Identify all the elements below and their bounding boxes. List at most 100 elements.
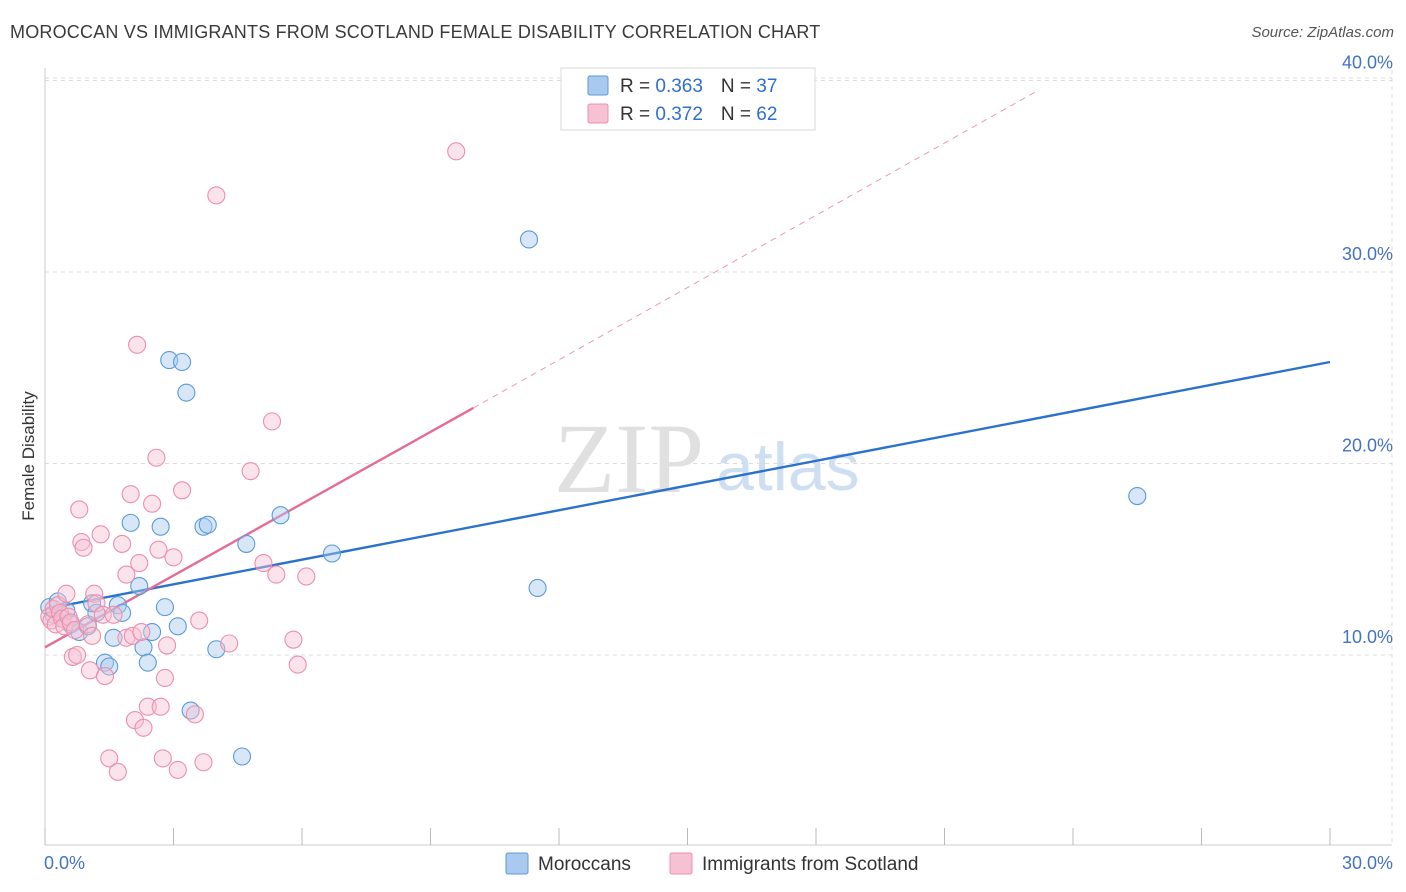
y-tick-label: 20.0% [1342,436,1393,456]
watermark: ZIP atlas [554,403,860,514]
point-scotland [151,697,170,716]
legend-n-value-1: 37 [756,76,777,97]
point-moroccans [168,617,187,636]
axes [44,68,1392,846]
point-scotland [207,186,226,205]
point-moroccans [1128,487,1147,506]
point-scotland [70,500,89,519]
point-scotland [74,538,93,557]
legend-r-value-2: 0.372 [655,104,703,125]
point-scotland [262,412,282,431]
legend-swatch-moroccans [587,75,609,96]
point-scotland [284,630,303,649]
point-scotland [254,554,273,573]
point-scotland [267,565,286,584]
point-scotland [149,540,168,559]
point-scotland [164,548,183,567]
point-scotland [155,668,174,688]
x-tick-label-max: 30.0% [1342,853,1393,873]
point-moroccans [138,653,157,672]
point-scotland [57,584,76,603]
y-tick-labels: 10.0% 20.0% 30.0% 40.0% [1342,53,1393,648]
point-scotland [241,462,260,481]
legend-r-label-2: R = [620,104,655,125]
y-tick-label: 40.0% [1342,53,1393,73]
point-scotland [297,567,316,586]
point-moroccans [322,544,342,563]
point-scotland [134,718,153,737]
point-moroccans [151,517,170,536]
point-scotland [123,626,142,645]
point-scotland [108,762,127,781]
point-scotland [220,634,239,653]
chart-title: MOROCCAN VS IMMIGRANTS FROM SCOTLAND FEM… [10,22,821,42]
point-moroccans [177,383,196,402]
point-moroccans [104,628,123,647]
legend-n-value-2: 62 [756,104,777,125]
point-scotland [194,753,213,772]
trend-line-moroccans [44,360,1331,611]
point-scotland [130,554,149,573]
point-scotland [138,697,157,716]
point-scotland [91,525,110,544]
point-scotland [447,142,466,161]
point-moroccans [232,747,252,766]
bottom-legend-swatch-moroccans [505,852,529,875]
legend-n-label-2: N = [721,104,756,125]
point-scotland [158,636,177,655]
point-scotland [104,605,123,624]
point-moroccans [519,230,539,249]
data-points [40,142,1147,781]
point-moroccans [100,657,119,676]
point-moroccans [143,622,162,642]
point-scotland [288,655,307,674]
point-moroccans [130,577,149,596]
bottom-legend-label-moroccans: Moroccans [538,854,631,875]
x-tick-labels: 0.0% 30.0% [44,853,1393,873]
point-scotland [78,615,97,634]
bottom-legend: Moroccans Immigrants from Scotland [505,852,918,875]
point-scotland [100,749,119,768]
point-scotland [53,609,72,628]
legend-swatch-scotland [587,103,609,124]
point-scotland [87,594,106,613]
point-moroccans [121,513,140,532]
point-scotland [168,760,187,779]
trend-lines [44,89,1331,649]
bottom-legend-label-scotland: Immigrants from Scotland [702,854,918,875]
point-scotland [147,448,166,467]
legend: R = 0.363 N = 37 R = 0.372 N = 62 [560,67,816,131]
point-scotland [121,485,140,504]
point-scotland [113,534,132,553]
point-scotland [83,626,102,645]
point-scotland [143,494,162,513]
legend-r-label-1: R = [620,76,655,97]
bottom-legend-swatch-scotland [669,852,693,875]
legend-r-value-1: 0.363 [655,76,703,97]
point-scotland [185,705,204,724]
x-tick-label-min: 0.0% [44,853,85,873]
point-scotland [173,481,192,500]
point-moroccans [271,506,290,525]
point-scotland [117,565,136,584]
chart-source: Source: ZipAtlas.com [1251,24,1394,41]
watermark-zip: ZIP [554,403,704,514]
point-moroccans [155,598,174,617]
point-scotland [68,645,87,665]
legend-n-label-1: N = [721,76,756,97]
point-scotland [128,335,147,354]
y-tick-label: 10.0% [1342,627,1393,647]
point-scotland [190,611,209,630]
point-scotland [93,605,112,624]
point-moroccans [173,352,192,372]
y-tick-label: 30.0% [1342,244,1393,264]
point-moroccans [237,534,256,553]
trend-line-scotland-extrapolated [473,89,1039,409]
point-moroccans [198,515,217,534]
point-scotland [95,667,115,686]
trend-line-scotland [44,406,474,649]
grid-lines [45,70,1393,845]
point-scotland [153,749,172,768]
